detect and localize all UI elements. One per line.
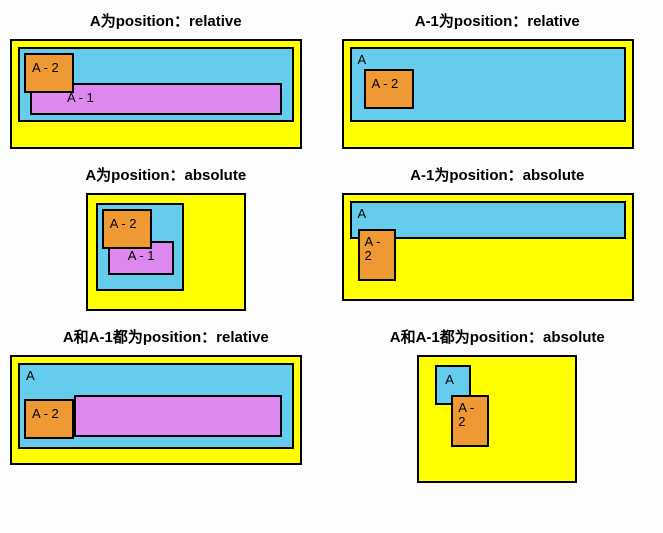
- cell-title: A为position：absolute: [10, 164, 322, 185]
- shape-label: A - 2: [458, 401, 474, 430]
- shape-label: A - 2: [365, 235, 381, 264]
- cell-title: A为position：relative: [10, 10, 322, 31]
- shape-orange: A - 2: [358, 229, 396, 281]
- shape-label: A - 2: [372, 77, 399, 91]
- diagram-grid: A为position：relativeA - 1A - 2A-1为positio…: [10, 10, 653, 488]
- cell-title: A-1为position：relative: [342, 10, 654, 31]
- diagram-cell-0: A为position：relative A - 1 A - 2: [10, 10, 322, 154]
- shape-label: A - 1: [67, 91, 94, 105]
- shape-orange: A - 2: [364, 69, 414, 109]
- cell-title: A和A-1都为position：absolute: [342, 326, 654, 347]
- diagram-cell-3: A-1为position：absolute A A - 2: [342, 164, 654, 316]
- cell-canvas: A - 1 A - 2: [10, 39, 302, 149]
- shape-label: A - 2: [32, 407, 59, 421]
- shape-orange: A - 2: [451, 395, 489, 447]
- shape-label: A: [26, 369, 35, 383]
- cell-title: A和A-1都为position：relative: [10, 326, 322, 347]
- diagram-cell-1: A-1为position：relative A A - 2: [342, 10, 654, 154]
- cell-canvas: A - 1 A - 2: [86, 193, 246, 311]
- shape-label: A - 1: [128, 249, 155, 263]
- cell-title: A-1为position：absolute: [342, 164, 654, 185]
- shape-violet: [74, 395, 282, 437]
- cell-canvas: A A - 2: [342, 193, 634, 301]
- shape-orange: A - 2: [102, 209, 152, 249]
- cell-canvas: A A - 2: [10, 355, 302, 465]
- cell-canvas: A A - 2: [417, 355, 577, 483]
- shape-label: A: [358, 53, 367, 67]
- shape-orange: A - 2: [24, 53, 74, 93]
- shape-label: A - 2: [110, 217, 137, 231]
- shape-label: A: [445, 373, 454, 387]
- diagram-cell-4: A和A-1都为position：relative A A - 2: [10, 326, 322, 488]
- shape-orange: A - 2: [24, 399, 74, 439]
- cell-canvas: A A - 2: [342, 39, 634, 149]
- shape-label: A: [358, 207, 367, 221]
- diagram-cell-5: A和A-1都为position：absolute A A - 2: [342, 326, 654, 488]
- shape-label: A - 2: [32, 61, 59, 75]
- diagram-cell-2: A为position：absolute A - 1 A - 2: [10, 164, 322, 316]
